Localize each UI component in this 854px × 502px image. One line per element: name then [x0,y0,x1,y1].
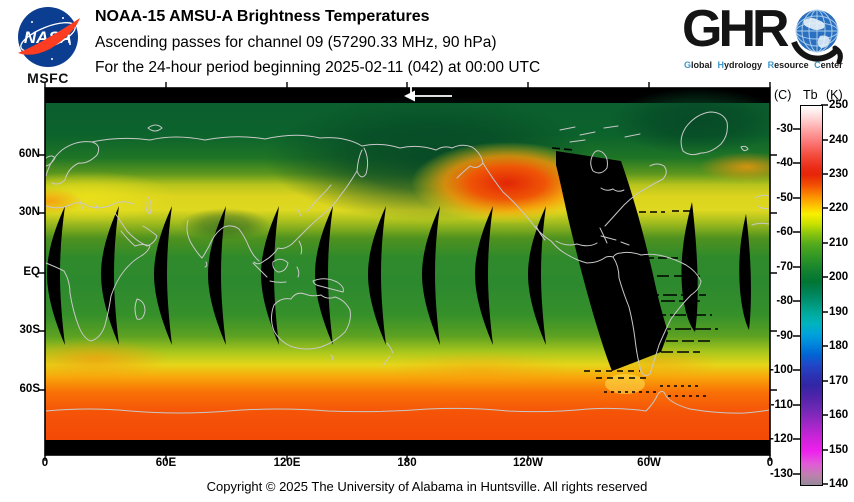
lon-label-0w: 0 [766,457,774,469]
colorbar-kelvin-tick: 240 [829,134,849,146]
colorbar-celsius-tick: -60 [776,226,793,238]
colorbar-kelvin-tick: 160 [829,409,849,421]
lat-label-60s: 60S [19,383,40,395]
lat-label-60n: 60N [18,148,40,160]
cursor-arrow-icon [404,86,452,102]
copyright-notice: Copyright © 2025 The University of Alaba… [206,479,648,494]
colorbar-kelvin-tick: 170 [829,375,849,387]
colorbar-celsius-tick: -120 [769,433,793,445]
map-field [45,88,770,455]
colorbar-celsius-tick: -80 [776,295,793,307]
colorbar-celsius-tick: -30 [776,123,793,135]
ghrc-logo: GHR Global Hydrology Resource Center [682,0,852,80]
lon-label-180: 180 [397,457,417,469]
colorbar-celsius-tick: -70 [776,261,793,273]
msfc-label: MSFC [27,70,69,86]
colorbar-unit-kelvin: (K) [826,88,843,102]
colorbar-kelvin-tick: 190 [829,306,849,318]
page-title: NOAA-15 AMSU-A Brightness Temperatures [95,8,430,25]
colorbar-variable-label: Tb [803,88,818,102]
colorbar-kelvin-tick: 220 [829,202,849,214]
colorbar-celsius-tick: -90 [776,330,793,342]
lon-label-120w: 120W [512,457,544,469]
missing-scanlines [551,147,718,397]
colorbar-celsius-tick: -50 [776,192,793,204]
colorbar [800,105,823,486]
nasa-msfc-logo: NASA MSFC [8,4,88,86]
coastlines [45,111,770,414]
colorbar-celsius-tick: -110 [770,399,793,411]
lon-label-0e: 0 [41,457,49,469]
colorbar-kelvin-tick: 150 [829,444,849,456]
figure-titles: NOAA-15 AMSU-A Brightness Temperatures A… [95,8,655,84]
axis-ticks [38,82,777,461]
subtitle-period: For the 24-hour period beginning 2025-02… [95,59,541,76]
ghrc-logo-subtitle: Global Hydrology Resource Center [684,60,843,70]
colorbar-celsius-tick: -100 [769,364,793,376]
lon-label-120e: 120E [273,457,301,469]
ghrc-globe-icon [791,9,843,64]
lon-label-60e: 60E [155,457,177,469]
colorbar-kelvin-tick: 200 [829,271,849,283]
colorbar-ticks [793,104,828,485]
colorbar-kelvin-tick: 180 [829,340,849,352]
missing-data-swath [556,151,668,371]
lat-label-30s: 30S [19,324,40,336]
colorbar-kelvin-tick: 230 [829,168,849,180]
ghrc-logo-text: GHR [682,0,790,58]
lat-label-30n: 30N [18,206,40,218]
subtitle-channel: Ascending passes for channel 09 (57290.3… [95,34,497,51]
colorbar-celsius-tick: -40 [776,157,793,169]
colorbar-kelvin-tick: 250 [829,99,849,111]
colorbar-unit-celsius: (C) [774,88,792,102]
lat-label-eq: EQ [23,266,40,278]
colorbar-celsius-tick: -130 [769,468,793,480]
nasa-meatball-icon: NASA [18,7,80,67]
lon-label-60w: 60W [637,457,661,469]
colorbar-kelvin-tick: 210 [829,237,849,249]
colorbar-kelvin-tick: 140 [829,478,849,490]
